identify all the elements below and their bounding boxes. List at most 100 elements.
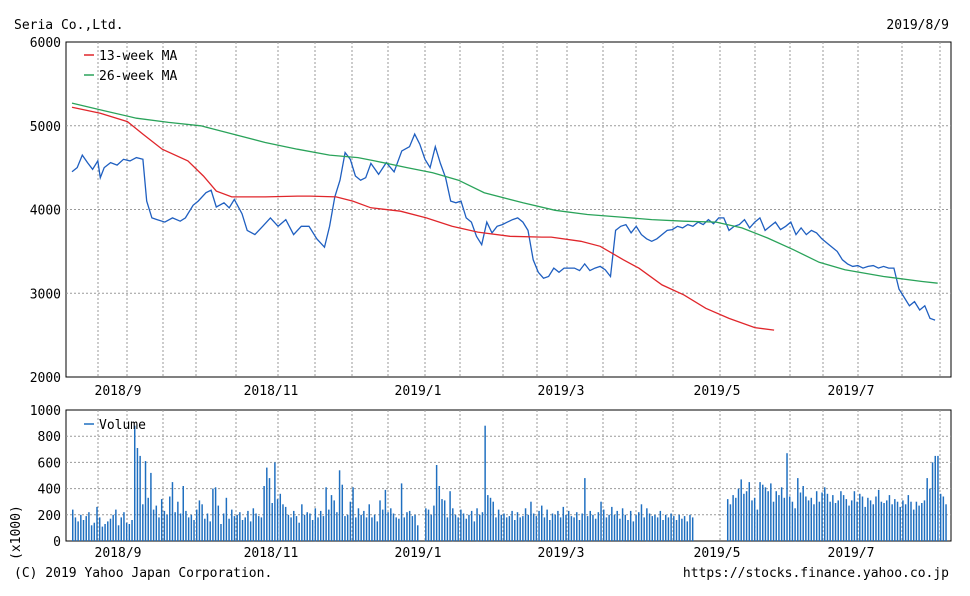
volume-bar: [190, 514, 193, 541]
volume-bar: [627, 520, 629, 541]
volume-bar: [403, 517, 406, 541]
volume-bar: [344, 516, 346, 541]
volume-bar: [169, 496, 171, 541]
volume-bar: [249, 521, 252, 541]
volume-bar: [923, 500, 926, 541]
volume-bar: [201, 504, 203, 541]
volume-bar: [363, 510, 365, 541]
volume-bar: [861, 496, 864, 541]
volume-bar: [98, 517, 101, 541]
volume-bar: [791, 501, 794, 541]
volume-bar: [150, 472, 152, 541]
volume-y-tick-label: 0: [53, 535, 61, 550]
price-x-tick-label: 2019/3: [538, 384, 585, 399]
volume-bar: [797, 478, 799, 541]
volume-bar: [489, 497, 492, 541]
volume-bar: [306, 512, 308, 541]
volume-bar: [880, 501, 883, 541]
volume-bar: [349, 501, 352, 541]
volume-unit-label: (x1000): [9, 505, 24, 560]
volume-bar: [646, 508, 648, 542]
volume-bar: [449, 491, 451, 541]
price-legend: 13-week MA 26-week MA: [84, 49, 177, 84]
volume-bar: [163, 510, 166, 541]
volume-bar: [559, 517, 562, 541]
volume-bar: [807, 500, 810, 541]
volume-bar: [473, 521, 476, 541]
volume-bar: [613, 514, 616, 541]
volume-bar: [317, 517, 319, 541]
volume-bar: [479, 514, 481, 541]
volume-bar: [179, 513, 182, 541]
volume-bar: [487, 495, 489, 541]
volume-bar: [90, 525, 93, 541]
volume-bar: [848, 505, 850, 541]
volume-bar: [519, 517, 521, 541]
volume-bar: [452, 508, 454, 542]
volume-bar: [85, 516, 87, 541]
volume-bar: [336, 512, 338, 541]
volume-bar: [80, 514, 82, 541]
volume-bar: [158, 517, 160, 541]
price-y-tick-label: 2000: [30, 371, 61, 386]
volume-bar: [123, 512, 125, 541]
volume-bar: [904, 504, 907, 541]
volume-bar: [155, 505, 158, 541]
volume-bar: [527, 514, 529, 541]
volume-bar: [131, 520, 133, 541]
volume-bar: [921, 503, 923, 541]
volume-bar: [376, 521, 379, 541]
company-name: Seria Co.,Ltd.: [14, 18, 124, 33]
volume-bar: [465, 518, 468, 541]
volume-bar: [357, 508, 360, 542]
volume-bar: [311, 520, 314, 541]
volume-bar: [751, 500, 753, 541]
volume-bar: [619, 518, 621, 541]
volume-bar: [912, 509, 915, 541]
volume-bar: [209, 521, 211, 541]
volume-bar: [387, 512, 389, 541]
volume-bar: [910, 501, 912, 541]
volume-bar: [753, 497, 756, 541]
copyright-text: (C) 2019 Yahoo Japan Corporation.: [14, 566, 273, 581]
volume-bar: [93, 522, 96, 541]
volume-bar: [325, 487, 327, 541]
volume-bar: [516, 512, 519, 541]
price-grid: [66, 42, 951, 377]
volume-bar: [193, 520, 195, 541]
volume-bar: [557, 510, 559, 541]
volume-bar: [743, 493, 745, 541]
chart-date: 2019/8/9: [886, 18, 949, 33]
volume-bar: [355, 517, 357, 541]
volume-bar: [740, 479, 742, 541]
volume-y-tick-label: 600: [38, 456, 61, 471]
volume-bar: [470, 510, 473, 541]
price-x-tick-label: 2019/1: [395, 384, 442, 399]
price-x-axis: 2018/9 2018/11 2019/1 2019/3 2019/5 2019/7: [95, 384, 875, 399]
volume-bar: [204, 518, 206, 541]
volume-bar: [810, 497, 813, 541]
volume-bar: [778, 495, 780, 541]
volume-bar: [902, 500, 904, 541]
volume-bar: [330, 495, 333, 541]
volume-bar: [691, 517, 694, 541]
volume-x-tick-label: 2019/3: [538, 546, 585, 561]
volume-bar: [554, 514, 556, 541]
volume-bar: [120, 517, 122, 541]
volume-bar: [737, 488, 740, 541]
volume-bar: [756, 509, 759, 541]
volume-bar: [446, 517, 449, 541]
volume-bar: [293, 510, 295, 541]
volume-bar: [303, 514, 306, 541]
volume-bar: [314, 508, 317, 542]
volume-bar: [546, 509, 548, 541]
volume-bar: [629, 510, 632, 541]
volume-bar: [295, 516, 298, 541]
volume-bar: [602, 509, 605, 541]
volume-bar: [438, 486, 441, 541]
volume-bar: [786, 453, 788, 541]
source-url-link[interactable]: https://stocks.finance.yahoo.co.jp: [682, 566, 949, 581]
volume-bar: [770, 483, 772, 541]
volume-bar: [244, 517, 246, 541]
